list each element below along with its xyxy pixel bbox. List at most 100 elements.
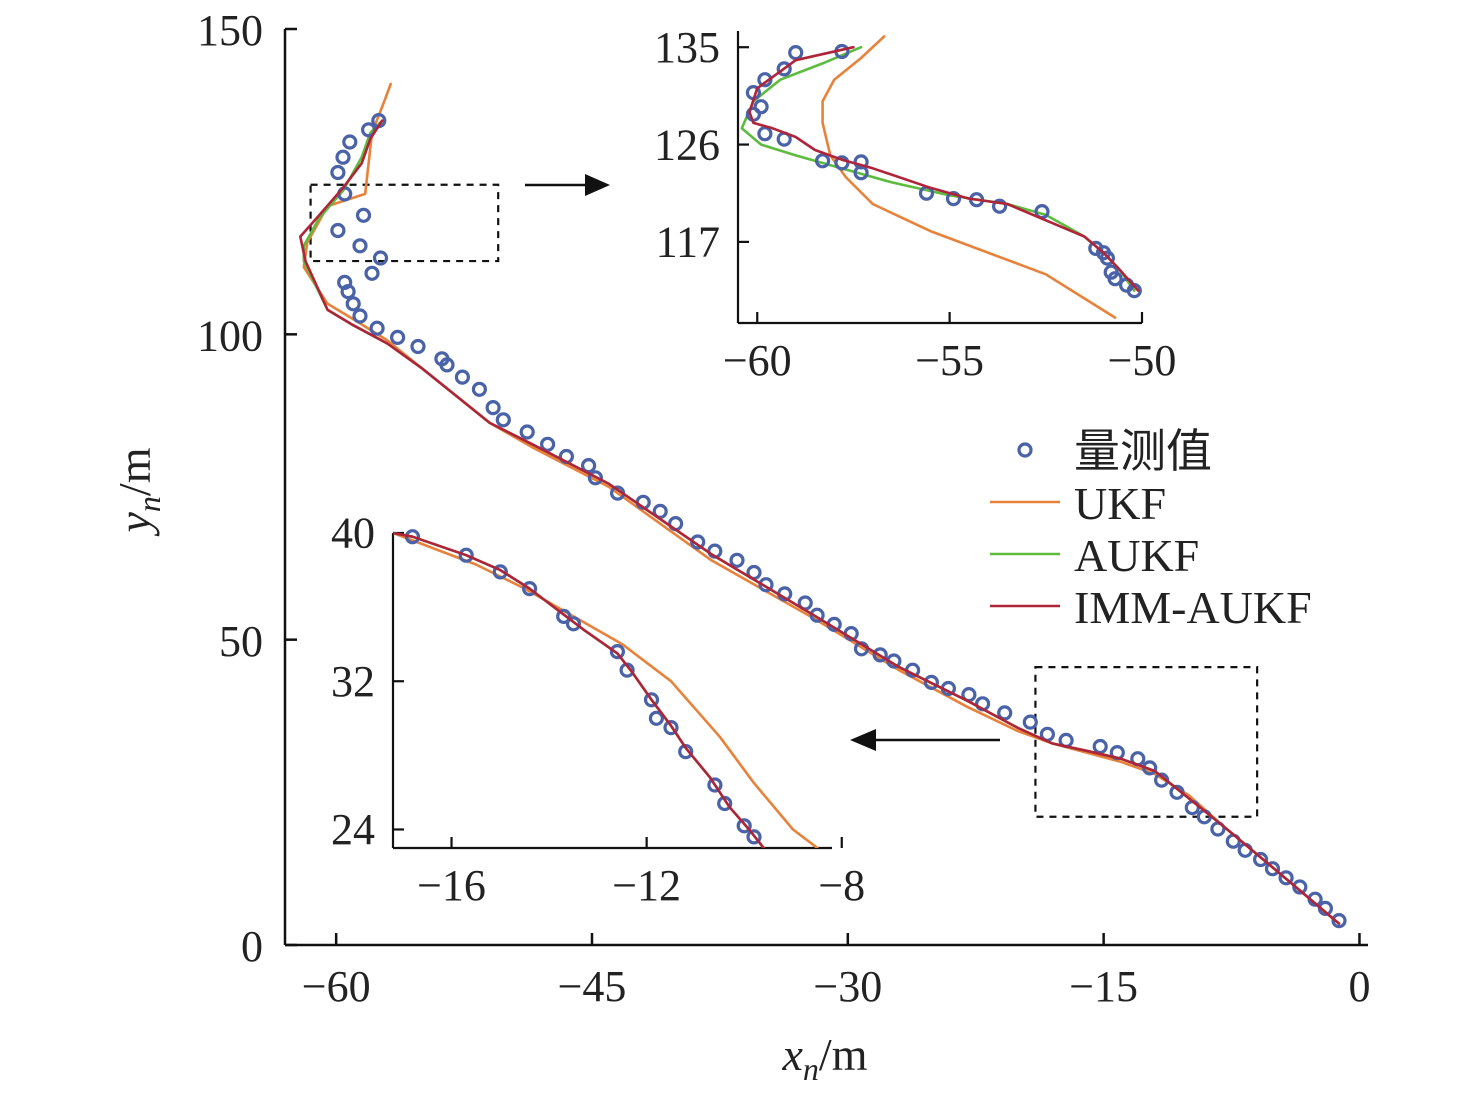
inset-top-measurement-point: [853, 165, 869, 181]
main-measurement-point: [923, 674, 940, 691]
main-measurement-point: [330, 164, 346, 181]
inset-top-measurement-point: [991, 198, 1008, 214]
main-measurement-point: [997, 705, 1013, 721]
inset-bottom-measurement-point: [707, 777, 723, 793]
main-measurement-point: [519, 424, 535, 440]
legend-label: 量测值: [1074, 426, 1212, 477]
main-measurement-point: [352, 238, 368, 254]
inset-top-measurement-point: [788, 44, 804, 61]
arrow-head: [850, 729, 876, 751]
main-measurement-point: [364, 265, 380, 281]
main-x-tick-label: −45: [558, 962, 627, 1011]
main-measurement-point: [471, 381, 487, 397]
zoom-arrow-right: [525, 174, 610, 196]
inset-bottom-measurement-point: [609, 643, 626, 660]
inset-bottom-x-tick-label: −8: [818, 861, 865, 910]
main-measurement-point: [729, 552, 745, 568]
inset-top-series-aukf-line: [740, 45, 1136, 292]
main-measurement-point: [330, 222, 346, 239]
main-series-imm-aukf-line: [299, 119, 1341, 925]
inset-top-measurement-point: [945, 191, 962, 207]
inset-top-measurement-point: [757, 126, 773, 142]
inset-bottom-measurement-point: [746, 829, 762, 845]
main-measurement-point: [485, 400, 501, 416]
inset-top-y-tick-label: 117: [656, 218, 720, 267]
main-measurement-point: [361, 122, 377, 138]
main-measurement-point: [454, 369, 470, 385]
main-measurement-point: [809, 607, 825, 623]
main-measurement-point: [369, 320, 385, 336]
legend-label: IMM-AUKF: [1074, 582, 1312, 633]
legend-item-量测值: 量测值: [1017, 426, 1212, 477]
inset-top-measurement-point: [1099, 250, 1116, 266]
inset-top-series-group: [740, 35, 1142, 319]
inset-top-measurement-point: [776, 61, 792, 77]
inset-top-y-tick-label: 126: [654, 120, 720, 169]
main-measurement-point: [580, 458, 597, 474]
main-measurement-point: [539, 436, 556, 452]
main-measurement-point: [410, 338, 426, 355]
inset-bottom-measurement-point: [492, 564, 508, 580]
x-axis-title: xn/m: [782, 1029, 868, 1087]
main-measurement-point: [1022, 714, 1038, 730]
inset-bottom-measurement-point: [565, 616, 582, 632]
arrow-head: [585, 174, 610, 196]
main-x-tick-label: −30: [813, 962, 882, 1011]
main-series-aukf-line: [302, 119, 1341, 925]
inset-top-measurement-point: [753, 99, 769, 115]
main-y-tick-label: 150: [197, 6, 263, 55]
inset-bottom-y-tick-label: 40: [331, 509, 375, 558]
main-measurement-point: [495, 412, 511, 428]
main-y-tick-label: 50: [219, 617, 263, 666]
inset-bottom-measurement-point: [663, 719, 679, 736]
inset-top-series-imm-aukf-line: [748, 45, 1140, 292]
inset-top-x-tick-label: −60: [723, 336, 792, 385]
main-measurement-point: [355, 207, 372, 223]
zoom-region-box: [1034, 666, 1259, 818]
zoom-arrow-left: [850, 729, 1000, 751]
inset-bottom-measurement-point: [736, 818, 752, 834]
legend-item-imm-aukf: IMM-AUKF: [990, 582, 1312, 633]
main-measurement-point: [758, 577, 774, 593]
main-measurement-point: [342, 134, 358, 150]
inset-bottom-measurement-point: [556, 608, 572, 625]
main-measurement-point: [587, 470, 604, 486]
inset-bottom-measurement-point: [643, 692, 660, 708]
main-y-tick-label: 0: [241, 922, 263, 971]
inset-bottom-measurement-point: [521, 580, 538, 597]
zoom-boxes: [309, 174, 1259, 818]
main-measurement-point: [372, 250, 389, 266]
legend-item-aukf: AUKF: [990, 530, 1199, 581]
main-x-tick-label: 0: [1348, 962, 1370, 1011]
main-measurement-point: [335, 149, 351, 165]
inset-bottom-left: −16 −12 −8 24 32 40: [331, 509, 865, 910]
inset-bottom-x-tick-label: −16: [417, 861, 486, 910]
main-y-tick-label: 100: [197, 311, 263, 360]
main-measurement-point: [390, 329, 406, 345]
main-measurement-point: [1252, 851, 1269, 868]
inset-bottom-measurement-point: [648, 710, 665, 726]
main-measurement-point: [1264, 861, 1281, 877]
main-measurement-point: [872, 647, 888, 663]
main-measurement-point: [1278, 870, 1294, 886]
inset-bottom-y-tick-label: 24: [331, 805, 375, 854]
inset-bottom-measurement-point: [458, 547, 474, 563]
legend-marker-circle: [1017, 442, 1033, 458]
legend-label: AUKF: [1074, 530, 1199, 581]
y-axis-title: yn/m: [109, 447, 167, 536]
inset-top-measurement-point: [834, 155, 850, 171]
main-measurement-point: [352, 308, 368, 324]
inset-top-x-tick-label: −55: [915, 336, 984, 385]
main-plot: −60 −45 −30 −15 0 0 50 100 150 xn/m yn/m: [109, 6, 1370, 1087]
main-x-tick-label: −15: [1069, 962, 1138, 1011]
inset-bottom-y-tick-label: 32: [331, 657, 375, 706]
inset-top-right: −60 −55 −50 117 126 135: [654, 23, 1176, 385]
inset-top-x-tick-label: −50: [1108, 336, 1177, 385]
inset-bottom-series-group: [393, 529, 819, 848]
inset-bottom-x-tick-label: −12: [612, 861, 681, 910]
main-measurement-point: [434, 351, 450, 367]
inset-top-measurement-point: [814, 153, 831, 169]
main-measurement-point: [1331, 912, 1347, 929]
